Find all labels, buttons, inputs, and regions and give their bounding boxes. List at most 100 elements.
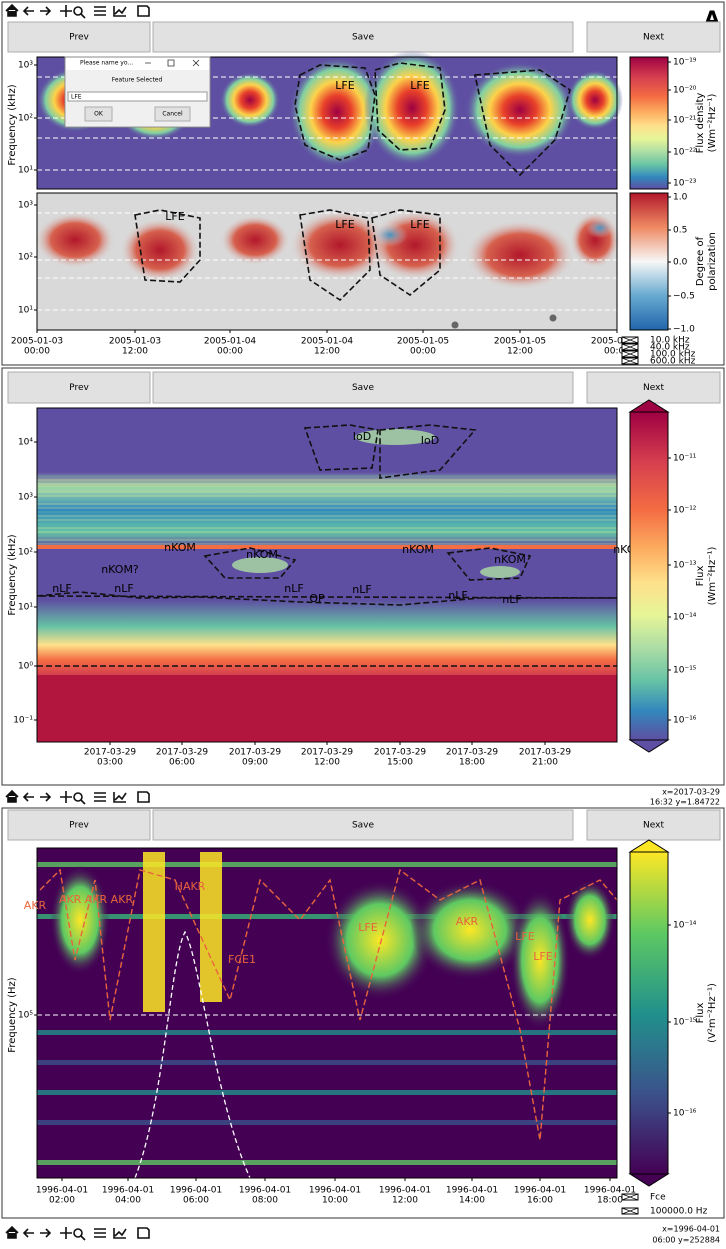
colorbar-tick-label: 10⁻¹⁵ — [673, 666, 697, 676]
y-tick-label: 10⁰ — [18, 662, 33, 672]
colorbar-tick-label: 10⁻²¹ — [673, 116, 697, 126]
dialog-button[interactable] — [154, 106, 191, 122]
button-label: Next — [643, 33, 664, 43]
status-text: x=2017-03-29 — [662, 788, 720, 797]
colorbar-tick-label: 10⁻¹³ — [673, 561, 697, 571]
x-tick-label: 00:00 — [410, 347, 436, 357]
button[interactable] — [152, 809, 574, 841]
colorbar-tick-label: 10⁻²² — [673, 148, 697, 158]
zoom-icon[interactable] — [73, 1228, 86, 1241]
back-icon[interactable] — [22, 6, 34, 16]
button[interactable] — [152, 21, 574, 53]
pan-icon[interactable] — [60, 791, 72, 803]
contour — [299, 209, 371, 302]
annotation: nLF — [502, 593, 521, 606]
colorbar-extend — [628, 1173, 670, 1187]
contour — [294, 64, 376, 161]
x-tick-label: 2017-03-29 — [519, 748, 572, 758]
home-icon[interactable] — [5, 1225, 19, 1239]
annotation: LFE — [335, 79, 354, 92]
button-label: Next — [643, 383, 664, 393]
save-icon[interactable] — [137, 791, 150, 803]
save-icon[interactable] — [137, 5, 150, 17]
x-tick-label: 18:00 — [597, 1196, 623, 1206]
back-icon[interactable] — [22, 792, 34, 802]
configure-icon[interactable] — [94, 792, 106, 802]
annotation: IoD — [421, 434, 439, 447]
button[interactable] — [7, 809, 151, 841]
x-tick-label: 2017-03-29 — [84, 748, 137, 758]
button-label: Prev — [69, 383, 89, 393]
zoom-icon[interactable] — [73, 792, 86, 805]
emission — [355, 429, 435, 445]
dialog-button-label: OK — [94, 111, 104, 118]
colorbar-label: (Wm⁻²Hz⁻¹) — [707, 547, 718, 606]
chart-icon[interactable] — [113, 792, 127, 803]
forward-icon[interactable] — [40, 1228, 52, 1238]
y-axis-label: Frequency (kHz) — [7, 84, 18, 165]
forward-icon[interactable] — [40, 6, 52, 16]
x-tick-label: 21:00 — [532, 758, 558, 768]
back-icon[interactable] — [22, 1228, 34, 1238]
colorbar — [629, 851, 669, 1175]
y-tick-label: 10³ — [18, 493, 33, 503]
emission — [567, 70, 623, 130]
legend-entry: 40.0 kHz — [650, 343, 690, 353]
forward-icon[interactable] — [40, 792, 52, 802]
fce-curve — [134, 930, 251, 1179]
annotation: nKOM? — [101, 563, 139, 576]
status-text: 16:32 y=1.84722 — [650, 798, 720, 807]
contour — [39, 868, 618, 1141]
configure-icon[interactable] — [94, 6, 106, 16]
home-icon[interactable] — [5, 3, 19, 17]
contour — [374, 62, 446, 151]
button[interactable] — [586, 371, 721, 404]
y-axis-label: Frequency (kHz) — [7, 534, 18, 615]
colorbar-tick-label: 10⁻²⁰ — [673, 86, 697, 96]
emission-band — [37, 914, 617, 919]
x-tick-label: 2017-03-29 — [301, 748, 354, 758]
annotation: FCE1 — [228, 953, 256, 966]
emission — [565, 880, 615, 960]
panel-border — [1, 807, 725, 1219]
colorbar — [629, 411, 669, 741]
chart-icon[interactable] — [113, 1228, 127, 1239]
colorbar-tick-label: 1.0 — [673, 193, 688, 203]
annotation: LFE — [410, 79, 429, 92]
y-tick-label: 10² — [18, 548, 33, 558]
home-icon[interactable] — [5, 789, 19, 803]
pan-icon[interactable] — [60, 1227, 72, 1239]
x-axis: 2005-01-0300:002005-01-0312:002005-01-04… — [11, 330, 628, 357]
chart-icon[interactable] — [113, 6, 127, 17]
button[interactable] — [7, 21, 151, 53]
toolbar — [5, 789, 150, 805]
dialog-button[interactable] — [84, 106, 113, 122]
x-tick-label: 1996-04-01 — [239, 1186, 291, 1196]
emission-band — [37, 1060, 617, 1065]
dialog-title: Please name yo... — [80, 60, 133, 67]
x-tick-label: 2005-01-03 — [109, 337, 161, 347]
y-tick-label: 10³ — [18, 201, 33, 211]
emission — [465, 220, 575, 290]
x-tick-label: 2005-01-04 — [301, 337, 354, 347]
emission-low — [37, 675, 617, 742]
x-tick-label: 2005-01-04 — [204, 337, 257, 347]
pan-icon[interactable] — [60, 5, 72, 17]
button[interactable] — [152, 371, 574, 404]
y-tick-label: 10⁻¹ — [13, 716, 33, 726]
button[interactable] — [7, 371, 151, 404]
save-icon[interactable] — [137, 1227, 150, 1239]
zoom-icon[interactable] — [73, 6, 86, 19]
button[interactable] — [586, 809, 721, 841]
text-input[interactable] — [67, 91, 208, 102]
colorbar-tick-label: −0.5 — [673, 292, 695, 302]
x-tick-label: 06:00 — [169, 758, 195, 768]
emission — [200, 852, 222, 1002]
emission — [364, 50, 460, 166]
button[interactable] — [586, 21, 721, 53]
x-tick-label: 12:00 — [314, 347, 340, 357]
window-controls[interactable] — [145, 59, 200, 67]
emission — [143, 852, 165, 1012]
configure-icon[interactable] — [94, 1228, 106, 1238]
annotation: nKOM — [164, 541, 196, 554]
